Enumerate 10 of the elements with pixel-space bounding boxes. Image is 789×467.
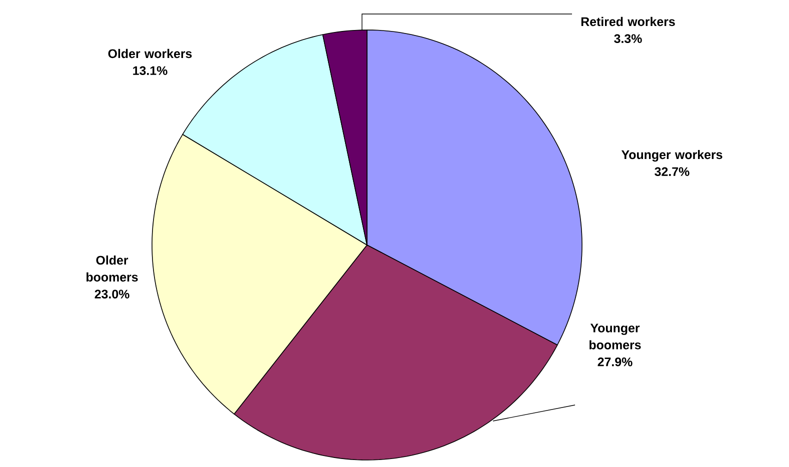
- slice-label: Younger workers: [621, 150, 722, 162]
- slice-label: Older boomers: [86, 255, 138, 282]
- slice-label: Older workers: [108, 48, 192, 58]
- data-label: 27.9%: [598, 357, 632, 366]
- data-label: 13.1%: [133, 66, 168, 76]
- slice-label: Retired workers: [581, 16, 675, 26]
- data-label: 23.0%: [94, 290, 130, 299]
- data-label: 32.7%: [654, 167, 690, 176]
- slice-label: Younger boomers: [590, 324, 641, 350]
- data-label: 3.3%: [614, 34, 642, 44]
